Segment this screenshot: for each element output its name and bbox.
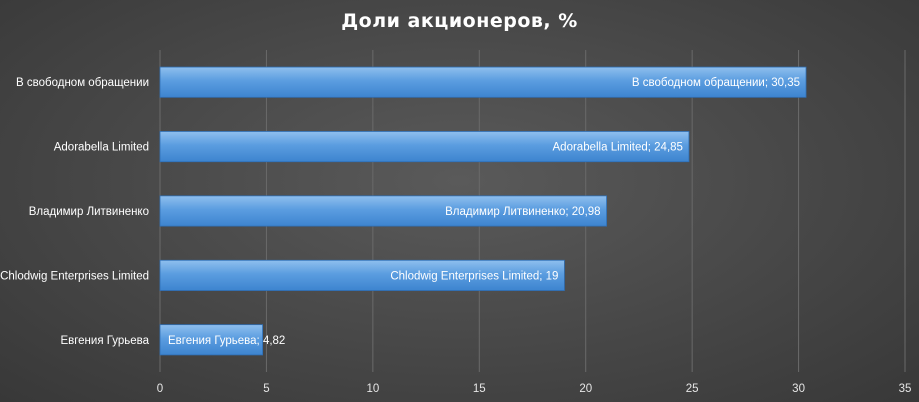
category-label-4: Евгения Гурьева <box>60 335 149 347</box>
category-label-1: Adorabella Limited <box>54 142 149 154</box>
category-label-3: Chlodwig Enterprises Limited <box>0 270 149 282</box>
bar-0 <box>159 66 807 98</box>
labels: 0 5 10 15 20 25 30 35 В свободном обращении В сво… <box>0 77 911 395</box>
x-tick-label-2: 10 <box>366 383 379 395</box>
x-tick-label-7: 35 <box>899 383 912 395</box>
x-tick-label-1: 5 <box>263 383 269 395</box>
x-tick-label-4: 20 <box>579 383 592 395</box>
bars <box>159 66 807 356</box>
data-label-0: В свободном обращении; 30,35 <box>632 77 800 89</box>
category-label-2: Владимир Литвиненко <box>29 206 149 218</box>
bar-4 <box>159 324 263 356</box>
x-tick-label-3: 15 <box>473 383 486 395</box>
x-tick-label-5: 25 <box>686 383 699 395</box>
chart-title: Доли акционеров, % <box>341 10 578 32</box>
bar-3 <box>159 259 565 291</box>
x-tick-label-0: 0 <box>157 383 163 395</box>
data-label-1: Adorabella Limited; 24,85 <box>553 142 683 154</box>
bar-2 <box>159 195 607 227</box>
data-label-3: Chlodwig Enterprises Limited; 19 <box>390 270 558 282</box>
data-label-2: Владимир Литвиненко; 20,98 <box>445 206 600 218</box>
category-label-0: В свободном обращении <box>16 77 149 89</box>
bar-1 <box>159 131 690 163</box>
x-tick-label-6: 30 <box>792 383 805 395</box>
data-label-4: Евгения Гурьева; 4,82 <box>168 335 285 347</box>
